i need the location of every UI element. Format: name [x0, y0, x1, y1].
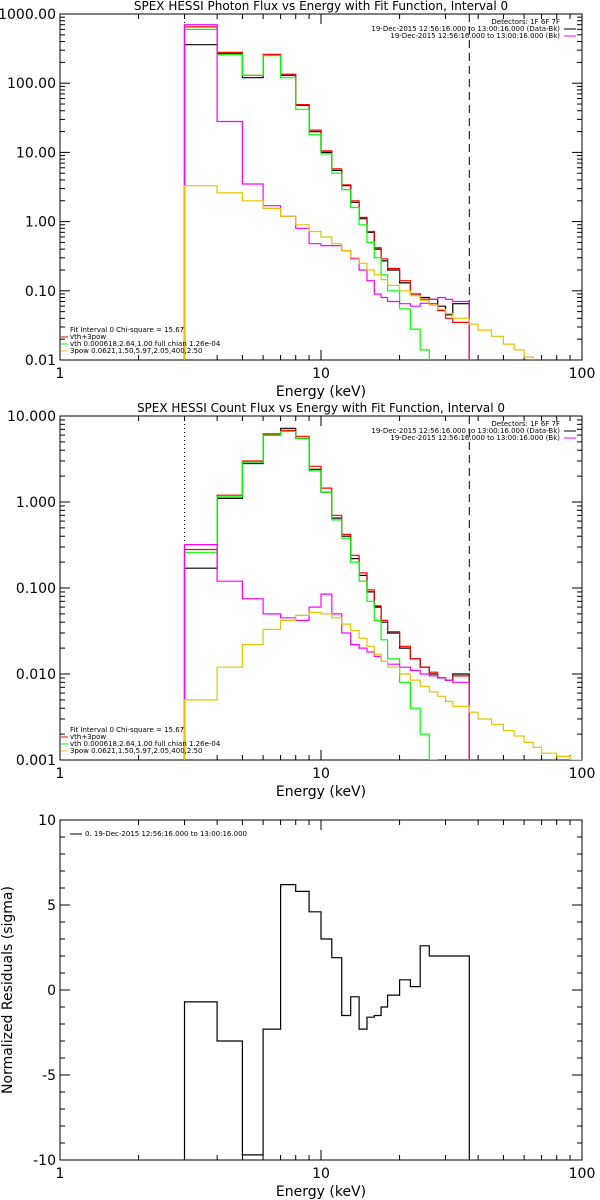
legend-top-2-0: 0. 19-Dec-2015 12:56:16.000 to 13:00:16.… — [85, 830, 247, 838]
legend-bottom-1-0: Fit Interval 0 Chi-square = 15.67 — [70, 726, 184, 734]
series-line-1-4 — [183, 611, 582, 760]
legend-bottom-0-2: vth 0.000618,2.64,1.00 full chian 1.26e-… — [70, 340, 221, 348]
legend-top-1-0: Detectors: 1F 6F 7F — [491, 420, 560, 428]
series-line-1-1 — [183, 429, 470, 760]
y-tick-label-1: 10.000 — [7, 409, 56, 425]
legend-bottom-0-1: vth+3pow — [70, 333, 106, 341]
y-tick-label-2: 5 — [47, 898, 56, 914]
x-tick-label-0: 1 — [56, 366, 65, 382]
legend-top-0-0: Detectors: 1F 6F 7F — [491, 18, 560, 26]
y-tick-label-2: 0 — [47, 983, 56, 999]
y-tick-label-2: -5 — [42, 1068, 56, 1084]
series-group-0 — [183, 24, 534, 360]
series-line-0-2 — [183, 28, 430, 360]
series-group-2 — [183, 884, 470, 1160]
plot-frame-2 — [59, 819, 583, 1161]
legend-top-0-2: 19-Dec-2015 12:56:16.000 to 13:00:16.000… — [390, 32, 560, 40]
legend-top-0-1: 19-Dec-2015 12:56:16.000 to 13:00:16.000… — [371, 25, 560, 33]
legend-bottom-0-0: Fit Interval 0 Chi-square = 15.67 — [70, 326, 184, 334]
y-tick-label-0: 0.10 — [25, 284, 56, 300]
series-line-1-3 — [183, 544, 470, 760]
x-tick-label-0: 100 — [569, 366, 596, 382]
series-line-0-4 — [183, 185, 534, 360]
y-tick-label-0: 0.01 — [25, 353, 56, 369]
series-line-0-0 — [183, 44, 470, 360]
x-tick-label-2: 10 — [312, 1166, 330, 1182]
series-line-2-0 — [183, 884, 470, 1160]
y-tick-label-0: 1.00 — [25, 215, 56, 231]
y-tick-label-1: 0.010 — [16, 667, 56, 683]
y-tick-label-2: -10 — [33, 1153, 56, 1169]
series-line-0-1 — [183, 26, 470, 360]
x-tick-label-1: 100 — [569, 766, 596, 782]
y-tick-label-1: 1.000 — [16, 495, 56, 511]
y-axis-label-2: Normalized Residuals (sigma) — [0, 886, 16, 1094]
x-tick-label-2: 100 — [569, 1166, 596, 1182]
y-tick-label-0: 10.00 — [16, 145, 56, 161]
legend-top-1-1: 19-Dec-2015 12:56:16.000 to 13:00:16.000… — [371, 427, 560, 435]
legend-bottom-1-2: vth 0.000618,2.64,1.00 full chian 1.26e-… — [70, 740, 221, 748]
y-tick-label-1: 0.001 — [16, 753, 56, 769]
x-tick-label-0: 10 — [312, 366, 330, 382]
legend-bottom-1-3: 3pow 0.0621,1.50,5.97,2.05,400,2.50 — [70, 747, 202, 755]
y-tick-label-1: 0.100 — [16, 581, 56, 597]
x-tick-label-1: 1 — [56, 766, 65, 782]
legend-bottom-0-3: 3pow 0.0621,1.50,5.97,2.05,400,2.50 — [70, 347, 202, 355]
y-tick-label-2: 10 — [38, 813, 56, 829]
x-axis-label-1: Energy (keV) — [276, 784, 366, 800]
series-line-1-2 — [183, 430, 438, 760]
legend-bottom-1-1: vth+3pow — [70, 733, 106, 741]
series-group-1 — [183, 427, 582, 760]
x-axis-label-2: Energy (keV) — [276, 1184, 366, 1200]
chart-title-1: SPEX HESSI Count Flux vs Energy with Fit… — [137, 401, 505, 415]
y-tick-label-0: 100.00 — [7, 76, 56, 92]
x-tick-label-1: 10 — [312, 766, 330, 782]
chart-title-0: SPEX HESSI Photon Flux vs Energy with Fi… — [134, 0, 508, 13]
x-tick-label-2: 1 — [56, 1166, 65, 1182]
plot-frame-0 — [59, 13, 583, 361]
y-tick-label-0: 1000.00 — [0, 7, 56, 23]
x-axis-label-0: Energy (keV) — [276, 384, 366, 400]
legend-top-1-2: 19-Dec-2015 12:56:16.000 to 13:00:16.000… — [390, 434, 560, 442]
